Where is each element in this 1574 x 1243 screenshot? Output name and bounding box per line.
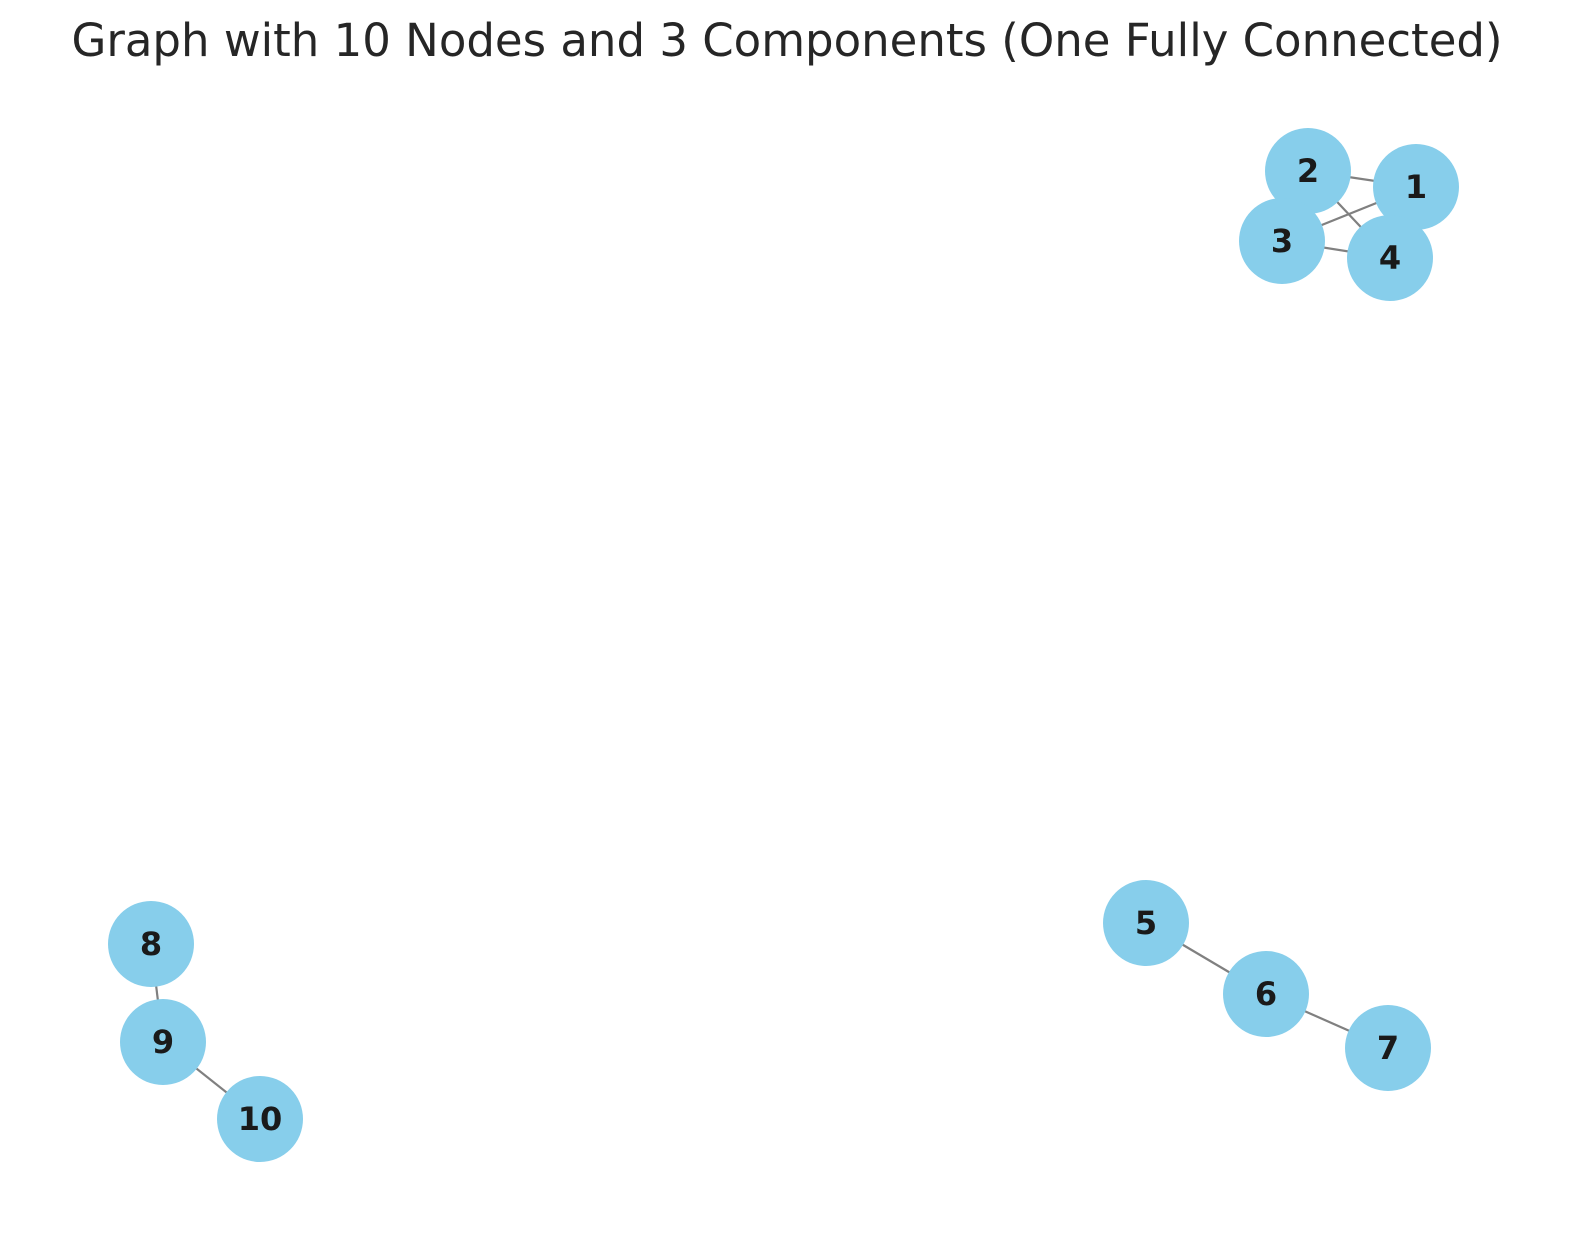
node-label-7: 7: [1377, 1029, 1399, 1067]
node-circle-6: [1223, 951, 1309, 1037]
graph-title: Graph with 10 Nodes and 3 Components (On…: [71, 14, 1502, 67]
node-label-2: 2: [1297, 152, 1319, 190]
node-label-6: 6: [1255, 975, 1277, 1013]
node-circle-2: [1265, 128, 1351, 214]
node-label-5: 5: [1135, 904, 1157, 942]
node-6: 6: [1223, 951, 1309, 1037]
node-circle-9: [120, 999, 206, 1085]
node-label-9: 9: [152, 1023, 174, 1061]
node-3: 3: [1239, 198, 1325, 284]
node-label-3: 3: [1271, 222, 1293, 260]
node-5: 5: [1103, 880, 1189, 966]
node-circle-3: [1239, 198, 1325, 284]
node-4: 4: [1347, 215, 1433, 301]
node-circle-7: [1345, 1005, 1431, 1091]
node-1: 1: [1373, 144, 1459, 230]
node-label-8: 8: [140, 925, 162, 963]
node-2: 2: [1265, 128, 1351, 214]
edges-layer: [149, 169, 1417, 1120]
node-circle-1: [1373, 144, 1459, 230]
node-circle-8: [108, 901, 194, 987]
node-label-10: 10: [238, 1100, 283, 1138]
node-circle-4: [1347, 215, 1433, 301]
node-9: 9: [120, 999, 206, 1085]
node-circle-10: [217, 1076, 303, 1162]
node-10: 10: [217, 1076, 303, 1162]
node-8: 8: [108, 901, 194, 987]
node-label-4: 4: [1379, 239, 1401, 277]
node-label-1: 1: [1405, 168, 1427, 206]
node-7: 7: [1345, 1005, 1431, 1091]
node-circle-5: [1103, 880, 1189, 966]
